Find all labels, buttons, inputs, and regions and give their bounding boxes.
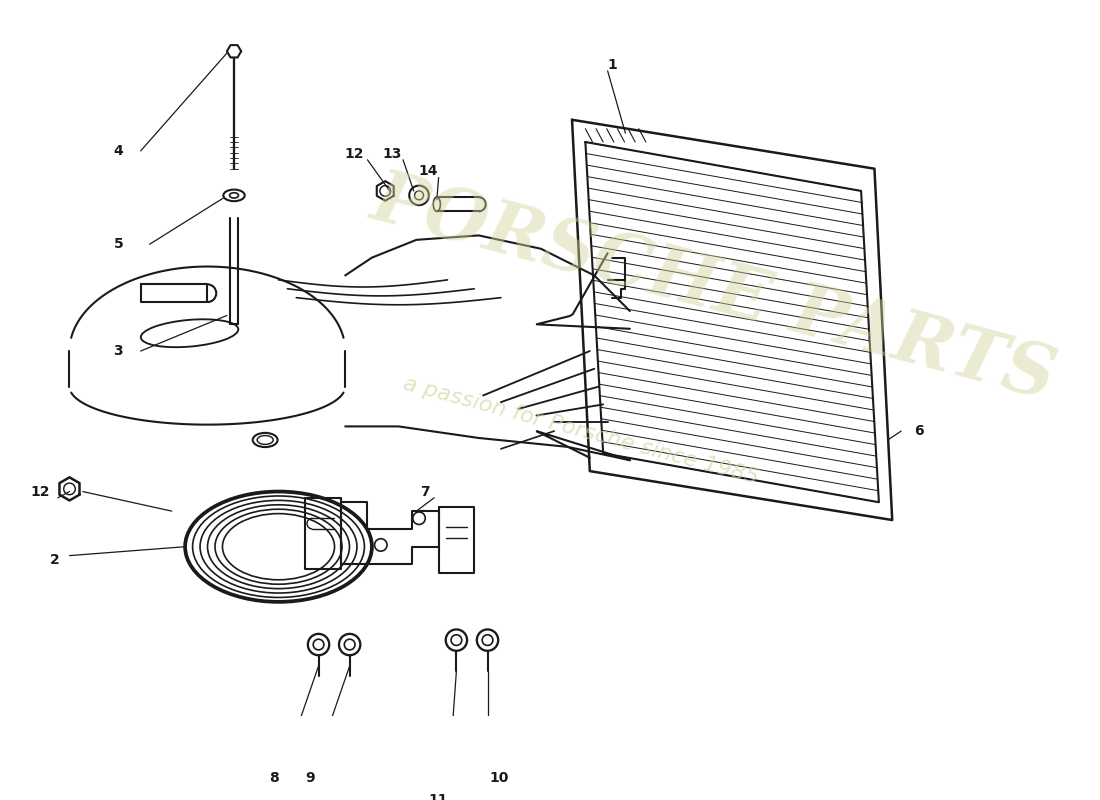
Text: 12: 12: [344, 146, 364, 161]
Text: 13: 13: [383, 146, 402, 161]
Text: 11: 11: [429, 794, 449, 800]
Text: 8: 8: [270, 771, 279, 785]
Text: 3: 3: [113, 344, 123, 358]
Text: 12: 12: [31, 485, 50, 498]
Text: 4: 4: [113, 144, 123, 158]
Text: 6: 6: [914, 424, 924, 438]
Text: 2: 2: [50, 553, 59, 567]
Text: 5: 5: [113, 238, 123, 251]
Text: 14: 14: [418, 164, 438, 178]
Text: 7: 7: [420, 485, 430, 498]
Text: 9: 9: [305, 771, 315, 785]
Text: PORSCHE PARTS: PORSCHE PARTS: [364, 163, 1064, 414]
Text: 1: 1: [607, 58, 617, 72]
Text: a passion for Porsche since 1985: a passion for Porsche since 1985: [402, 374, 761, 488]
Text: 10: 10: [490, 771, 509, 785]
